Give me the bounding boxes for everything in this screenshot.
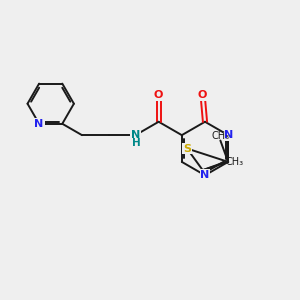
Text: N: N	[131, 130, 140, 140]
Text: S: S	[183, 143, 191, 154]
Text: CH₃: CH₃	[226, 158, 244, 167]
Text: N: N	[200, 170, 210, 180]
Text: O: O	[198, 90, 207, 100]
Text: N: N	[34, 119, 44, 129]
Text: N: N	[224, 130, 233, 140]
Text: H: H	[132, 139, 141, 148]
Text: CH₃: CH₃	[211, 130, 230, 140]
Text: O: O	[154, 90, 163, 100]
